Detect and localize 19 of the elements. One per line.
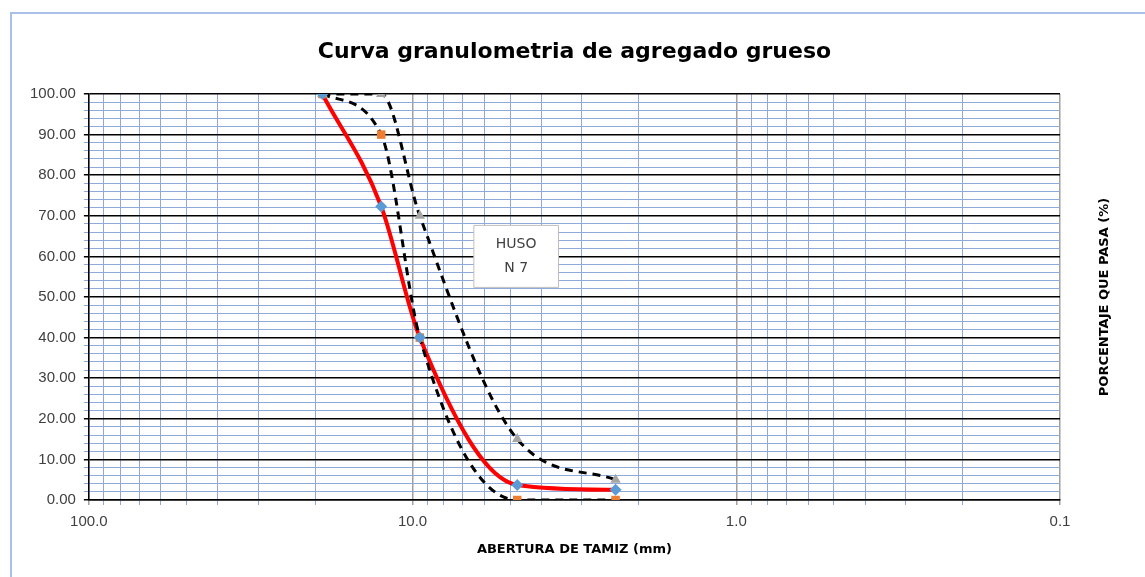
y-tick-label: 60.00 [38,246,76,264]
y-tick-label: 20.00 [38,408,76,426]
x-tick-label: 1.0 [725,512,747,530]
y-tick-label: 70.00 [38,205,76,223]
y-tick-label: 90.00 [38,124,76,142]
y-tick-label: 10.00 [38,449,76,467]
y-tick-label: 0.00 [46,490,76,508]
annotation: HUSO N 7 [495,235,537,276]
x-tick-label: 100.0 [70,512,108,530]
y-axis-title: PORCENTAJE QUE PASA (%) [1096,197,1112,397]
y-tick-label: 30.00 [38,368,76,386]
x-tick-label: 10.0 [397,512,428,530]
y-tick-label: 80.00 [38,165,76,183]
x-axis-title: ABERTURA DE TAMIZ (mm) [476,541,672,557]
y-tick-label: 100.00 [29,84,76,102]
chart-title: Curva granulometria de agregado grueso [317,37,832,63]
x-tick-label: 0.1 [1049,512,1071,530]
y-tick-label: 50.00 [38,287,76,305]
y-tick-label: 40.00 [38,327,76,345]
